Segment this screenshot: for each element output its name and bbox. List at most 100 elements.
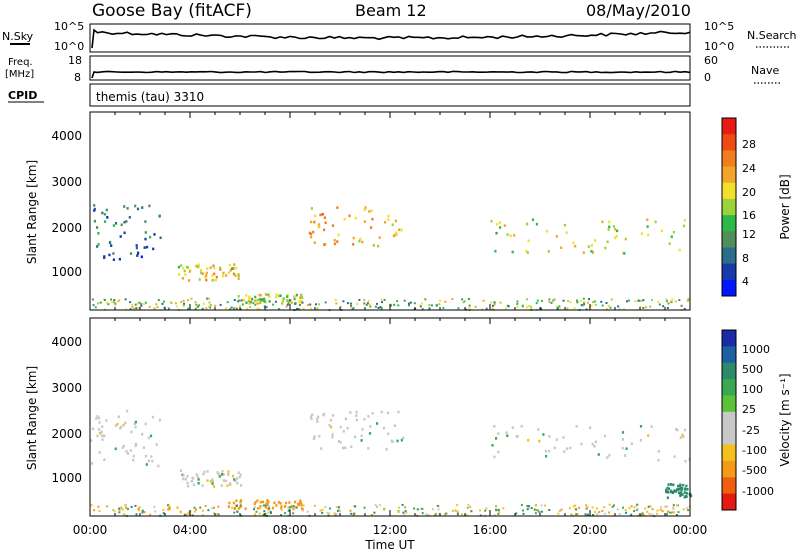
heatmap-cell	[231, 474, 235, 478]
heatmap-cell	[246, 307, 249, 310]
heatmap-cell	[295, 506, 298, 509]
heatmap-cell	[152, 247, 155, 251]
velocity-cbar-tick-500: 500	[742, 363, 763, 376]
heatmap-cell	[608, 225, 611, 229]
heatmap-cell	[330, 425, 333, 429]
heatmap-cell	[666, 486, 669, 490]
heatmap-cell	[201, 307, 204, 310]
heatmap-cell	[575, 508, 578, 511]
heatmap-cell	[540, 307, 542, 310]
heatmap-cell	[550, 301, 553, 304]
heatmap-cell	[432, 508, 434, 511]
heatmap-cell	[192, 483, 196, 487]
heatmap-cell	[162, 508, 165, 511]
heatmap-cell	[146, 245, 149, 249]
heatmap-cell	[267, 293, 270, 297]
heatmap-cell	[131, 303, 134, 306]
heatmap-cell	[144, 237, 147, 241]
heatmap-cell	[129, 308, 132, 311]
colorbar-swatch	[722, 182, 736, 200]
cpid-panel: CPID themis (tau) 3310	[8, 83, 691, 107]
heatmap-cell	[114, 222, 118, 225]
heatmap-cell	[590, 244, 593, 247]
heatmap-cell	[394, 233, 397, 237]
heatmap-cell	[278, 294, 281, 298]
heatmap-cell	[157, 299, 160, 302]
heatmap-cell	[352, 236, 355, 240]
heatmap-cell	[383, 221, 387, 224]
heatmap-cell	[634, 300, 637, 303]
heatmap-cell	[329, 418, 332, 422]
heatmap-cell	[522, 512, 525, 515]
heatmap-cell	[646, 218, 649, 222]
heatmap-cell	[383, 298, 386, 301]
heatmap-cell	[254, 501, 257, 504]
heatmap-cell	[380, 307, 383, 310]
heatmap-cell	[668, 242, 671, 245]
heatmap-cell	[310, 417, 313, 421]
heatmap-cell	[235, 307, 238, 310]
heatmap-cell	[574, 504, 577, 507]
nave-tick-lo: 0	[704, 71, 711, 84]
heatmap-cell	[123, 205, 126, 208]
heatmap-cell	[136, 207, 140, 211]
heatmap-cell	[174, 302, 177, 305]
heatmap-cell	[509, 234, 512, 237]
heatmap-cell	[621, 438, 624, 441]
heatmap-cell	[239, 304, 242, 307]
heatmap-cell	[467, 298, 470, 300]
velocity-cbar-tick-m25: -25	[742, 424, 760, 437]
heatmap-cell	[392, 234, 395, 238]
heatmap-cell	[295, 293, 298, 297]
heatmap-cell	[97, 302, 99, 305]
heatmap-cell	[683, 487, 686, 490]
heatmap-cell	[382, 426, 386, 430]
nsearch-label: N.Search	[747, 29, 797, 42]
heatmap-cell	[597, 453, 600, 456]
heatmap-cell	[679, 485, 682, 489]
heatmap-cell	[182, 299, 185, 302]
heatmap-cell	[390, 304, 393, 307]
heatmap-cell	[583, 301, 586, 304]
heatmap-cell	[103, 255, 106, 258]
heatmap-cell	[482, 299, 485, 302]
heatmap-cell	[606, 456, 609, 459]
heatmap-cell	[141, 511, 144, 514]
heatmap-cell	[309, 415, 313, 418]
heatmap-cell	[544, 449, 547, 453]
heatmap-cell	[248, 295, 251, 299]
nave-tick-hi: 60	[704, 54, 718, 67]
heatmap-cell	[679, 483, 682, 487]
heatmap-cell	[367, 299, 370, 302]
heatmap-cell	[638, 299, 641, 302]
heatmap-cell	[526, 298, 528, 301]
heatmap-cell	[237, 295, 240, 298]
heatmap-cell	[204, 505, 207, 507]
heatmap-cell	[491, 307, 494, 310]
heatmap-cell	[400, 438, 403, 442]
heatmap-cell	[553, 298, 556, 301]
heatmap-cell	[180, 264, 183, 267]
heatmap-cell	[495, 231, 498, 235]
heatmap-cell	[377, 306, 380, 309]
heatmap-cell	[655, 512, 658, 515]
heatmap-cell	[526, 508, 529, 511]
heatmap-cell	[660, 506, 663, 509]
heatmap-cell	[572, 241, 575, 245]
heatmap-cell	[212, 264, 215, 268]
heatmap-cell	[329, 507, 331, 510]
power-ytick-4000: 4000	[51, 129, 82, 143]
heatmap-cell	[548, 509, 551, 511]
heatmap-cell	[562, 299, 565, 302]
heatmap-cell	[349, 302, 352, 305]
heatmap-cell	[490, 301, 493, 304]
heatmap-cell	[313, 241, 316, 244]
heatmap-cell	[525, 249, 528, 253]
heatmap-cell	[687, 509, 690, 512]
heatmap-cell	[278, 308, 281, 310]
heatmap-cell	[545, 229, 548, 233]
heatmap-cell	[99, 301, 102, 304]
heatmap-cell	[101, 425, 104, 428]
heatmap-cell	[636, 507, 639, 510]
heatmap-cell	[266, 499, 269, 502]
